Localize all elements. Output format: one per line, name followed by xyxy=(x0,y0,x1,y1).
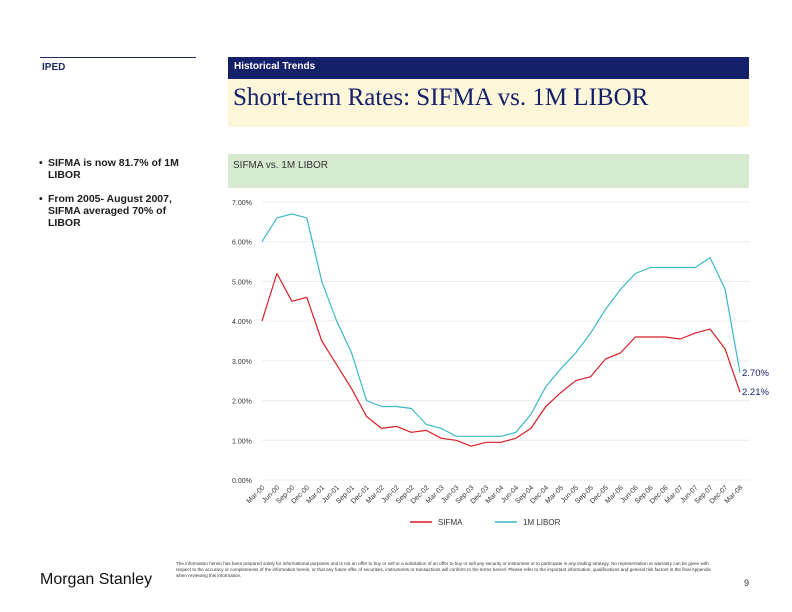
bullet-line: LIBOR xyxy=(48,217,81,229)
header-bar xyxy=(228,57,749,79)
title-box xyxy=(228,79,749,127)
rates-chart: 0.00% 1.00% 2.00% 3.00% 4.00% 5.00% 6.00% 7.00%… xyxy=(232,200,769,527)
chart-legend: SIFMA 1M LIBOR xyxy=(410,518,561,527)
bullet-line: SIFMA is now 81.7% of 1M xyxy=(48,157,179,169)
y-tick-label: 3.00% xyxy=(232,359,252,366)
legend-label: 1M LIBOR xyxy=(523,518,561,527)
y-tick-label: 7.00% xyxy=(232,200,252,207)
chart-header-label: SIFMA vs. 1M LIBOR xyxy=(233,160,329,171)
series-line xyxy=(261,213,741,437)
series-line xyxy=(261,272,741,447)
y-tick-label: 0.00% xyxy=(232,478,252,485)
chart-series-lines xyxy=(261,213,741,447)
legend-label: SIFMA xyxy=(438,518,463,527)
page-number: 9 xyxy=(744,578,750,588)
bullet-line: LIBOR xyxy=(48,169,81,181)
page-title: Short-term Rates: SIFMA vs. 1M LIBOR xyxy=(233,84,649,111)
chart-header-bar xyxy=(228,154,749,188)
bullet-marker: • xyxy=(39,193,43,205)
chart-annotations: 2.70% 2.21% xyxy=(742,368,769,398)
y-axis-ticks: 0.00% 1.00% 2.00% 3.00% 4.00% 5.00% 6.00% 7.00% xyxy=(232,200,252,485)
x-axis-ticks: Mar-00Jun-00Sep-00Dec-00Mar-01Jun-01Sep-… xyxy=(246,484,745,505)
data-label: 2.70% xyxy=(742,368,769,379)
bullet-item-1: • SIFMA is now 81.7% of 1M LIBOR xyxy=(39,157,179,181)
disclaimer-text: The information herein has been prepared… xyxy=(176,561,711,578)
y-tick-label: 5.00% xyxy=(232,279,252,286)
section-label: IPED xyxy=(42,62,66,73)
bullet-item-2: • From 2005- August 2007, SIFMA averaged… xyxy=(39,193,172,229)
y-tick-label: 1.00% xyxy=(232,438,252,445)
bullet-line: SIFMA averaged 70% of xyxy=(48,205,167,217)
chart-gridlines xyxy=(262,201,750,481)
y-tick-label: 4.00% xyxy=(232,319,252,326)
data-label: 2.21% xyxy=(742,387,769,398)
header-bar-label: Historical Trends xyxy=(234,61,316,72)
bullet-marker: • xyxy=(39,157,43,169)
section-divider xyxy=(40,57,196,58)
company-logo: Morgan Stanley xyxy=(40,571,153,588)
y-tick-label: 2.00% xyxy=(232,399,252,406)
y-tick-label: 6.00% xyxy=(232,240,252,247)
bullet-line: From 2005- August 2007, xyxy=(48,193,172,205)
